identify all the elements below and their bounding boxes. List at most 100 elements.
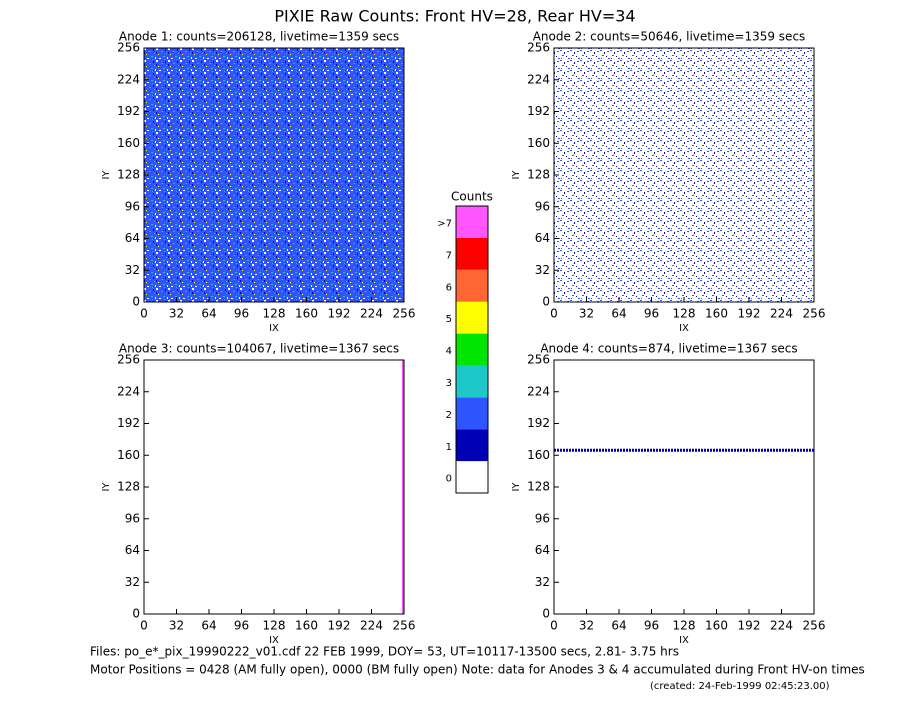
y-axis-label: IY xyxy=(101,482,112,492)
y-tick-label: 128 xyxy=(117,480,140,494)
x-tick-label: 32 xyxy=(579,619,594,633)
x-tick-label: 192 xyxy=(328,307,351,321)
y-tick-label: 32 xyxy=(535,575,550,589)
x-tick-label: 96 xyxy=(644,307,659,321)
colorbar-cell xyxy=(456,301,488,334)
y-tick-label: 32 xyxy=(125,263,140,277)
y-tick-label: 128 xyxy=(527,168,550,182)
x-tick-label: 32 xyxy=(579,307,594,321)
y-tick-label: 0 xyxy=(542,607,550,621)
plot-area xyxy=(144,48,404,302)
x-tick-label: 128 xyxy=(673,619,696,633)
x-tick-label: 32 xyxy=(169,307,184,321)
colorbar-cell xyxy=(456,237,488,270)
x-tick-label: 256 xyxy=(803,307,826,321)
colorbar-label: >7 xyxy=(437,219,452,230)
y-tick-label: 0 xyxy=(542,295,550,309)
colorbar-cell xyxy=(456,365,488,398)
x-tick-label: 224 xyxy=(360,619,383,633)
x-tick-label: 192 xyxy=(738,619,761,633)
colorbar-label: 4 xyxy=(446,346,452,357)
y-tick-label: 0 xyxy=(132,295,140,309)
y-tick-label: 192 xyxy=(117,416,140,430)
x-axis-label: IX xyxy=(679,635,689,646)
y-tick-label: 256 xyxy=(527,41,550,55)
colorbar-title: Counts xyxy=(451,190,493,204)
y-tick-label: 32 xyxy=(535,263,550,277)
colorbar-label: 5 xyxy=(446,314,452,325)
y-tick-label: 96 xyxy=(125,511,140,525)
x-tick-label: 256 xyxy=(393,307,416,321)
y-tick-label: 224 xyxy=(117,72,140,86)
figure-title: PIXIE Raw Counts: Front HV=28, Rear HV=3… xyxy=(274,7,635,26)
x-tick-label: 128 xyxy=(673,307,696,321)
colorbar-cell xyxy=(456,206,488,238)
plot-area xyxy=(144,360,404,614)
x-tick-label: 224 xyxy=(770,307,793,321)
x-tick-label: 0 xyxy=(550,307,558,321)
x-tick-label: 0 xyxy=(550,619,558,633)
y-tick-label: 192 xyxy=(527,104,550,118)
colorbar-label: 0 xyxy=(446,474,452,485)
x-tick-label: 128 xyxy=(263,619,286,633)
colorbar-label: 1 xyxy=(446,442,452,453)
y-tick-label: 224 xyxy=(117,384,140,398)
y-axis-label: IY xyxy=(511,482,522,492)
colorbar-cell xyxy=(456,461,488,493)
x-tick-label: 128 xyxy=(263,307,286,321)
y-tick-label: 128 xyxy=(117,168,140,182)
x-tick-label: 0 xyxy=(140,307,148,321)
colorbar-cell xyxy=(456,397,488,430)
y-tick-label: 160 xyxy=(117,448,140,462)
y-tick-label: 96 xyxy=(535,199,550,213)
y-tick-label: 160 xyxy=(527,136,550,150)
x-tick-label: 160 xyxy=(295,619,318,633)
panel-title: Anode 4: counts=874, livetime=1367 secs xyxy=(540,342,797,356)
y-axis-label: IY xyxy=(101,170,112,180)
colorbar-label: 6 xyxy=(446,282,452,293)
colorbar-cell xyxy=(456,269,488,302)
plot-area xyxy=(554,48,814,302)
y-tick-label: 256 xyxy=(117,353,140,367)
x-tick-label: 160 xyxy=(705,619,728,633)
y-tick-label: 96 xyxy=(535,511,550,525)
panel-title: Anode 1: counts=206128, livetime=1359 se… xyxy=(119,30,399,44)
y-tick-label: 256 xyxy=(527,353,550,367)
colorbar-label: 7 xyxy=(446,250,452,261)
x-tick-label: 64 xyxy=(611,619,626,633)
y-tick-label: 96 xyxy=(125,199,140,213)
y-tick-label: 224 xyxy=(527,72,550,86)
y-tick-label: 64 xyxy=(535,231,550,245)
x-tick-label: 64 xyxy=(201,619,216,633)
panel-title: Anode 2: counts=50646, livetime=1359 sec… xyxy=(533,30,806,44)
colorbar-cell xyxy=(456,429,488,462)
x-tick-label: 160 xyxy=(705,307,728,321)
x-axis-label: IX xyxy=(679,323,689,334)
colorbar-label: 2 xyxy=(446,410,452,421)
colorbar-label: 3 xyxy=(446,378,452,389)
x-tick-label: 96 xyxy=(234,307,249,321)
x-axis-label: IX xyxy=(269,323,279,334)
x-tick-label: 256 xyxy=(803,619,826,633)
x-tick-label: 160 xyxy=(295,307,318,321)
y-tick-label: 192 xyxy=(527,416,550,430)
y-axis-label: IY xyxy=(511,170,522,180)
x-tick-label: 96 xyxy=(644,619,659,633)
created-note: (created: 24-Feb-1999 02:45:23.00) xyxy=(650,681,830,692)
x-tick-label: 256 xyxy=(393,619,416,633)
y-tick-label: 224 xyxy=(527,384,550,398)
y-tick-label: 64 xyxy=(125,231,140,245)
plot-area xyxy=(554,360,814,614)
y-tick-label: 128 xyxy=(527,480,550,494)
x-tick-label: 224 xyxy=(770,619,793,633)
y-tick-label: 160 xyxy=(527,448,550,462)
x-tick-label: 32 xyxy=(169,619,184,633)
x-tick-label: 64 xyxy=(611,307,626,321)
footer-line: Motor Positions = 0428 (AM fully open), … xyxy=(90,663,865,677)
y-tick-label: 160 xyxy=(117,136,140,150)
colorbar-frame xyxy=(455,205,489,494)
y-tick-label: 256 xyxy=(117,41,140,55)
x-tick-label: 96 xyxy=(234,619,249,633)
panel-title: Anode 3: counts=104067, livetime=1367 se… xyxy=(119,342,399,356)
